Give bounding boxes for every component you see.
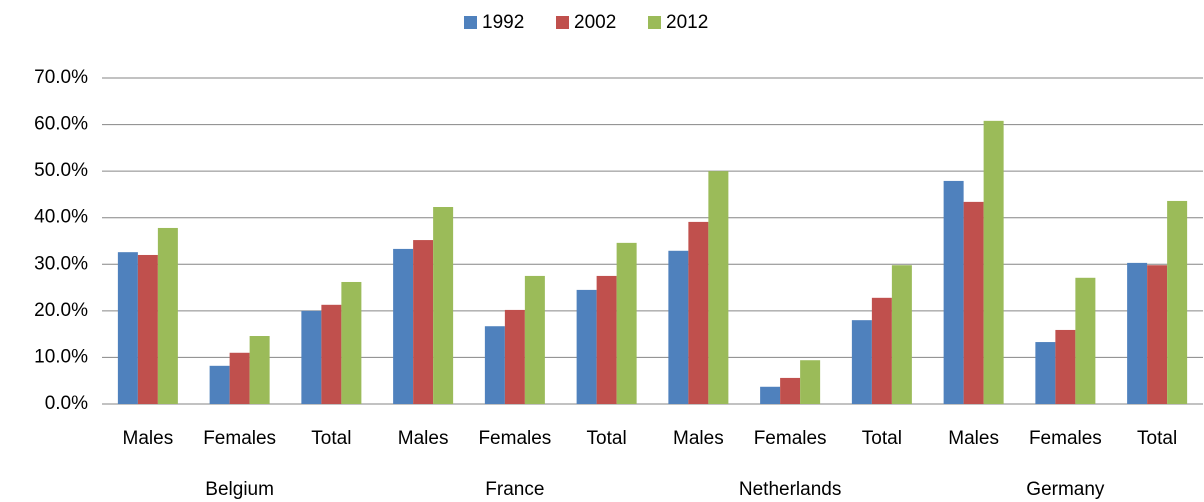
legend-label: 2012 bbox=[666, 12, 708, 33]
bar bbox=[1035, 342, 1056, 404]
x-tick-label: Total bbox=[311, 428, 351, 449]
y-tick-label: 60.0% bbox=[34, 114, 88, 135]
x-tick-label: Total bbox=[1137, 428, 1177, 449]
bar bbox=[341, 281, 362, 404]
bar bbox=[1055, 329, 1076, 404]
x-tick-label: Females bbox=[754, 428, 827, 449]
bar bbox=[800, 360, 821, 404]
group-label: Germany bbox=[1026, 479, 1105, 500]
legend-label: 2002 bbox=[574, 12, 616, 33]
bar bbox=[943, 180, 964, 404]
group-label: France bbox=[485, 479, 544, 500]
x-tick-label: Females bbox=[1029, 428, 1102, 449]
group-label: Belgium bbox=[205, 479, 274, 500]
bar bbox=[321, 304, 342, 404]
bar bbox=[1147, 265, 1168, 404]
group-label: Netherlands bbox=[739, 479, 841, 500]
y-tick-label: 50.0% bbox=[34, 160, 88, 181]
x-tick-label: Females bbox=[478, 428, 551, 449]
y-tick-label: 40.0% bbox=[34, 207, 88, 228]
bar bbox=[760, 386, 781, 404]
bar bbox=[137, 254, 158, 404]
bar bbox=[688, 221, 709, 404]
bar bbox=[433, 207, 454, 404]
bar bbox=[596, 275, 617, 404]
x-tick-label: Males bbox=[673, 428, 724, 449]
bar bbox=[157, 227, 178, 404]
y-tick-label: 0.0% bbox=[45, 393, 88, 414]
bar bbox=[1127, 262, 1148, 404]
bar bbox=[484, 326, 505, 404]
legend-label: 1992 bbox=[482, 12, 524, 33]
bar bbox=[780, 377, 801, 404]
bar bbox=[1075, 277, 1096, 404]
legend-swatch bbox=[464, 16, 477, 29]
bar bbox=[871, 297, 892, 404]
y-tick-label: 70.0% bbox=[34, 67, 88, 88]
y-tick-label: 10.0% bbox=[34, 346, 88, 367]
bar bbox=[891, 265, 912, 404]
bar bbox=[117, 252, 138, 404]
bar bbox=[963, 201, 984, 404]
x-tick-label: Males bbox=[123, 428, 174, 449]
bar bbox=[983, 120, 1004, 405]
legend-swatch bbox=[556, 16, 569, 29]
bar bbox=[249, 336, 270, 404]
bar bbox=[209, 365, 230, 404]
x-tick-label: Males bbox=[948, 428, 999, 449]
bar bbox=[668, 250, 689, 404]
bar bbox=[229, 352, 250, 404]
legend-swatch bbox=[648, 16, 661, 29]
bar bbox=[413, 240, 434, 404]
bar bbox=[616, 242, 637, 404]
bar bbox=[393, 248, 414, 404]
x-tick-label: Males bbox=[398, 428, 449, 449]
bar bbox=[708, 171, 729, 404]
bar bbox=[1167, 200, 1188, 404]
bar bbox=[504, 309, 525, 404]
bar bbox=[576, 289, 597, 404]
x-tick-label: Females bbox=[203, 428, 276, 449]
y-tick-label: 20.0% bbox=[34, 300, 88, 321]
y-tick-label: 30.0% bbox=[34, 253, 88, 274]
x-tick-label: Total bbox=[587, 428, 627, 449]
bar bbox=[524, 275, 545, 404]
bar bbox=[851, 320, 872, 404]
x-tick-label: Total bbox=[862, 428, 902, 449]
bar bbox=[301, 310, 322, 404]
